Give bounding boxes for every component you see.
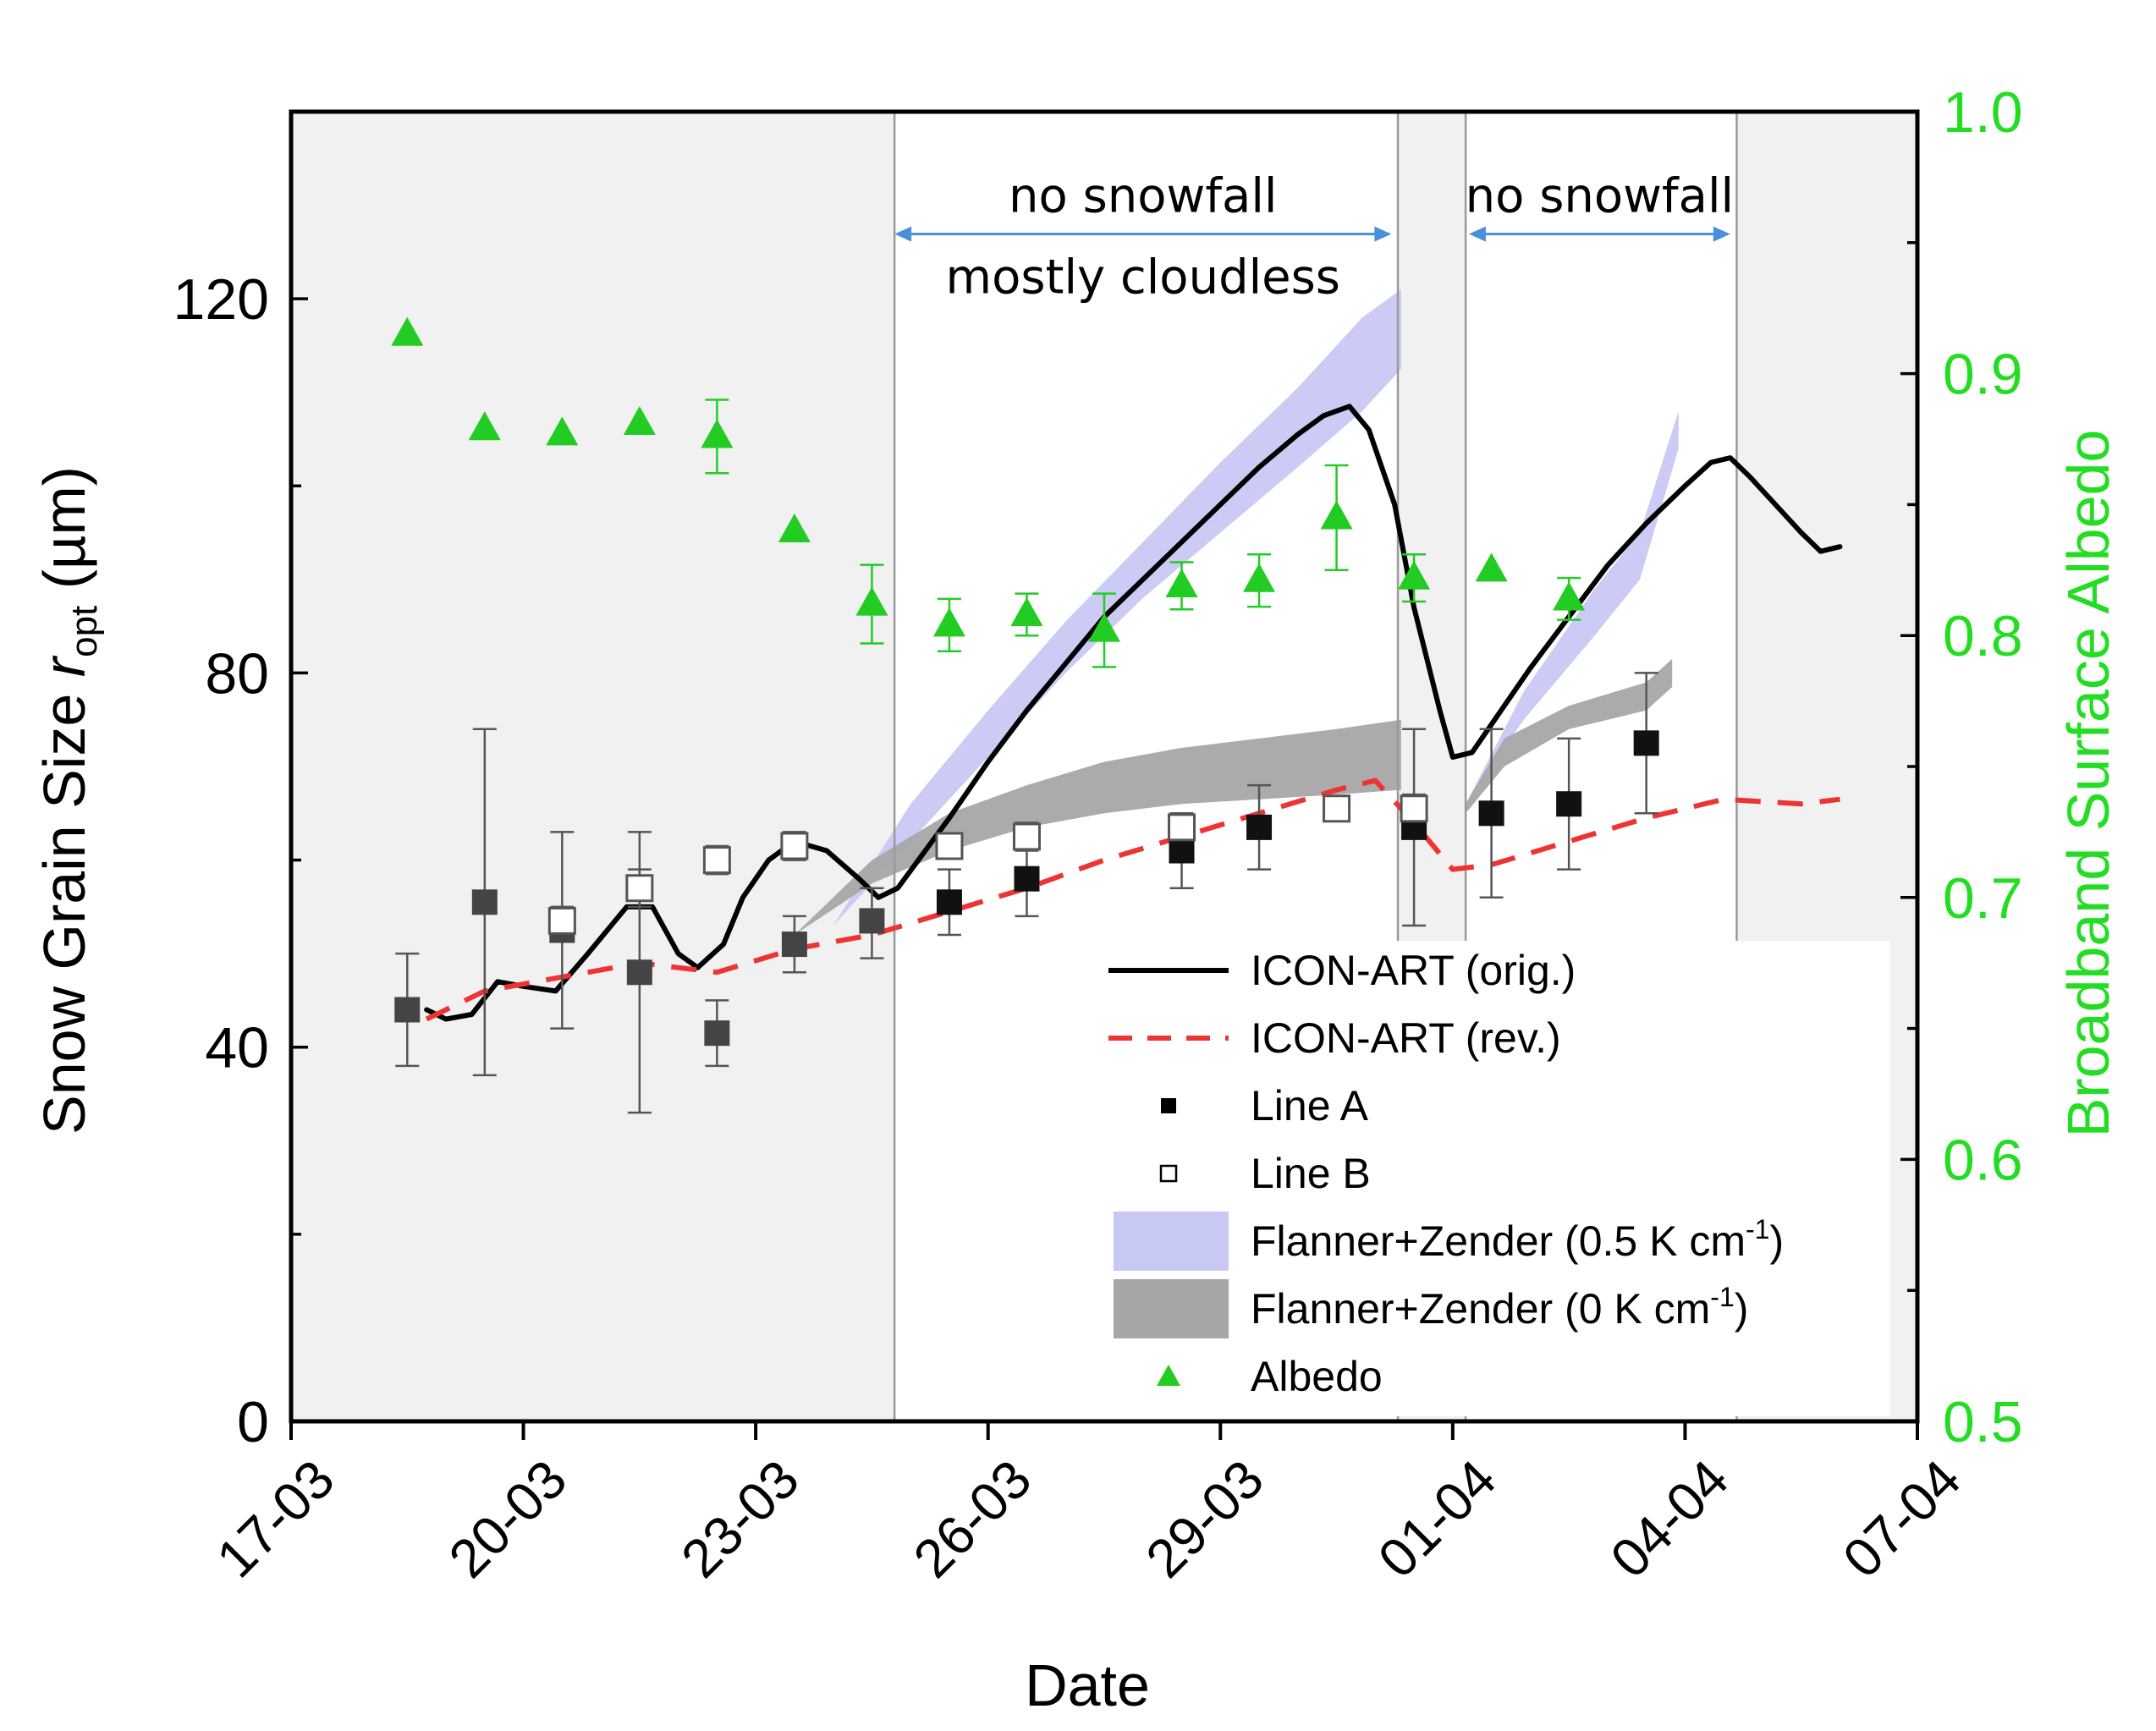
marker-line-a [704, 1020, 730, 1047]
x-axis-label: Date [1025, 1652, 1150, 1718]
legend-swatch-band [1114, 1212, 1229, 1271]
marker-line-b [1012, 822, 1041, 851]
y-left-tick-label: 0 [237, 1390, 269, 1454]
legend-swatch-open-square [1159, 1164, 1178, 1183]
marker-line-b [702, 846, 731, 875]
marker-line-a [1633, 730, 1659, 756]
legend-label: Albedo [1251, 1353, 1383, 1400]
marker-line-a [1014, 866, 1040, 892]
marker-line-a [1556, 791, 1582, 817]
arrow-head [1374, 226, 1392, 242]
marker-line-b [1400, 794, 1428, 823]
model-band [794, 719, 1401, 936]
y-right-tick-label: 0.9 [1943, 343, 2023, 407]
legend-label-text: Albedo [1251, 1353, 1383, 1400]
y-left-axis-label-part: r [31, 655, 97, 677]
legend-label-text: Line B [1251, 1150, 1371, 1197]
annotations: no snowfall mostly cloudless no snowfall [894, 169, 1734, 305]
legend-label-tail: ) [1735, 1285, 1749, 1333]
arrow-head [1468, 226, 1486, 242]
legend-label-text: ICON-ART (orig.) [1251, 947, 1576, 994]
legend-label-superscript: -1 [1746, 1214, 1769, 1245]
marker-line-b [547, 906, 576, 935]
legend-label-text: ICON-ART (rev.) [1251, 1014, 1561, 1062]
arrow-head [894, 226, 912, 242]
legend: ICON-ART (orig.) ICON-ART (rev.) Line A Lin… [1097, 941, 1890, 1416]
y-left-tick-label: 40 [205, 1016, 269, 1080]
marker-line-a [471, 889, 498, 915]
y-right-tick-label: 0.5 [1943, 1390, 2023, 1454]
marker-albedo [778, 513, 811, 542]
marker-albedo [1320, 500, 1353, 530]
marker-line-a [1478, 800, 1504, 827]
legend-label: ICON-ART (orig.) [1251, 947, 1576, 994]
marker-albedo [1088, 613, 1120, 642]
legend-label: Line B [1251, 1150, 1371, 1197]
legend-label: Flanner+Zender (0.5 K cm-1) [1251, 1214, 1784, 1265]
legend-swatch-triangle [1157, 1365, 1180, 1386]
marker-line-a [859, 908, 885, 934]
y-left-tick-label: 120 [173, 267, 269, 332]
y-right-tick-label: 1.0 [1943, 80, 2023, 145]
legend-label: Flanner+Zender (0 K cm-1) [1251, 1282, 1748, 1333]
markers [391, 316, 1659, 1047]
marker-albedo [391, 316, 424, 346]
legend-label-superscript: -1 [1710, 1282, 1734, 1312]
y-left-axis-label-part: opt [63, 606, 105, 657]
marker-albedo [701, 419, 734, 448]
marker-albedo [1243, 563, 1276, 592]
legend-swatch-band [1114, 1279, 1229, 1338]
marker-albedo [1475, 552, 1508, 582]
model-band [1466, 410, 1679, 805]
arrow-head [1713, 226, 1730, 242]
marker-line-a [1169, 838, 1195, 864]
marker-albedo [1165, 568, 1198, 597]
legend-box [1097, 941, 1890, 1416]
legend-label-text: Line A [1251, 1082, 1369, 1129]
marker-line-a [626, 959, 652, 986]
marker-albedo [623, 406, 656, 436]
legend-swatch-square [1161, 1098, 1176, 1113]
annotation-text: mostly cloudless [946, 250, 1340, 305]
marker-line-a [781, 931, 807, 958]
marker-albedo [855, 586, 888, 616]
series-line-icon-art-rev [425, 778, 1840, 1022]
legend-label-text: Flanner+Zender (0.5 K cm [1251, 1217, 1746, 1265]
y-right-tick-label: 0.7 [1943, 866, 2023, 931]
shaded-period [291, 112, 895, 1421]
legend-label-text: Flanner+Zender (0 K cm [1251, 1285, 1710, 1333]
marker-line-b [935, 832, 964, 860]
marker-albedo [1398, 560, 1431, 590]
y-left-axis-label-part: (µm) [31, 466, 97, 606]
annotation-text: no snowfall [1009, 169, 1277, 224]
marker-albedo [1010, 597, 1043, 627]
marker-line-a [1246, 814, 1273, 840]
y-left-tick-label: 80 [205, 641, 269, 706]
y-left-axis-label: Snow Grain Size ropt (µm) [31, 466, 105, 1135]
marker-albedo [468, 411, 501, 441]
model-band [1466, 658, 1673, 814]
marker-line-a [936, 889, 962, 915]
y-left-axis-label-part: Snow Grain Size [31, 677, 97, 1135]
series-line-icon-art-orig [424, 404, 1843, 1022]
legend-label: ICON-ART (rev.) [1251, 1014, 1561, 1062]
marker-albedo [546, 416, 579, 446]
marker-line-b [780, 832, 809, 860]
marker-line-b [625, 874, 654, 903]
legend-label: Line A [1251, 1082, 1369, 1129]
marker-line-b [1323, 794, 1351, 823]
y-right-axis-label: Broadband Surface Albedo [2055, 430, 2121, 1138]
y-right-tick-label: 0.8 [1943, 604, 2023, 668]
marker-line-b [1168, 813, 1196, 842]
model-lines [424, 404, 1843, 1022]
legend-label-tail: ) [1769, 1217, 1784, 1265]
y-right-tick-label: 0.6 [1943, 1128, 2023, 1192]
marker-albedo [932, 607, 965, 637]
annotation-text: no snowfall [1466, 169, 1734, 224]
marker-line-a [394, 997, 421, 1023]
marker-albedo [1553, 581, 1586, 611]
